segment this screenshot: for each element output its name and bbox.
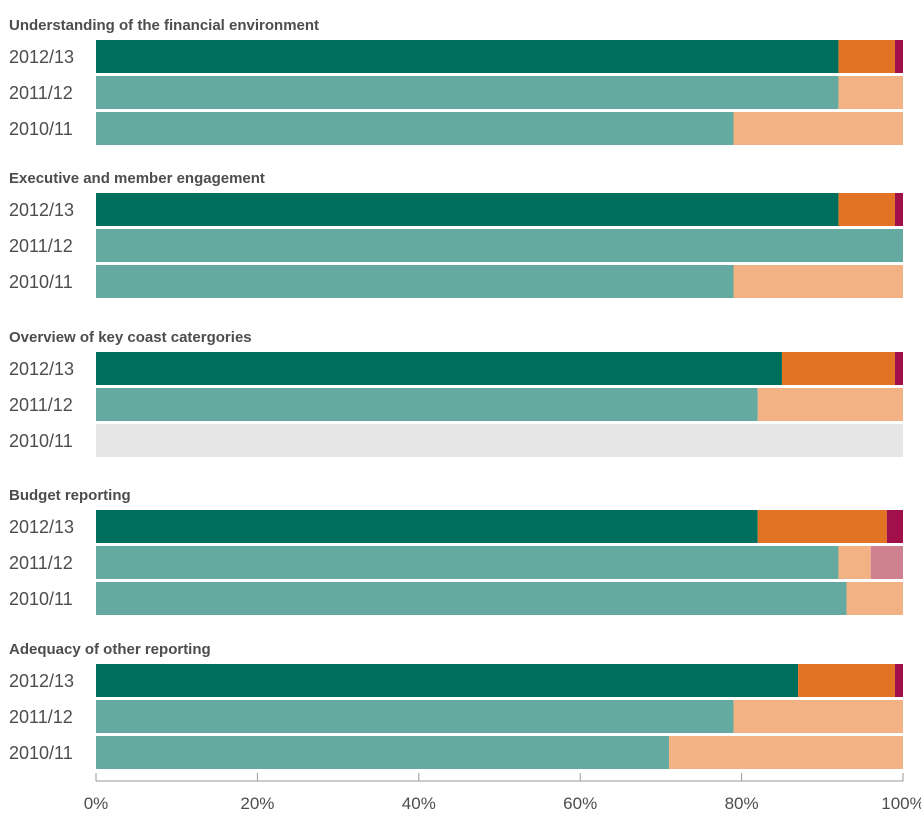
row-year-label: 2011/12 bbox=[9, 553, 73, 573]
bar-segment bbox=[733, 265, 903, 298]
group-title: Adequacy of other reporting bbox=[9, 641, 211, 658]
group-title: Executive and member engagement bbox=[9, 170, 265, 187]
bar-segment bbox=[894, 193, 903, 226]
x-tick-label: 80% bbox=[725, 794, 759, 813]
x-tick-label: 100% bbox=[881, 794, 921, 813]
bar-segment bbox=[96, 700, 734, 733]
group-title: Overview of key coast catergories bbox=[9, 329, 252, 346]
bar-segment bbox=[894, 664, 903, 697]
row-year-label: 2010/11 bbox=[9, 119, 73, 139]
row-year-label: 2012/13 bbox=[9, 671, 74, 691]
row-year-label: 2010/11 bbox=[9, 589, 73, 609]
row-year-label: 2010/11 bbox=[9, 272, 73, 292]
row-year-label: 2010/11 bbox=[9, 743, 73, 763]
bar-segment bbox=[96, 265, 734, 298]
bar-segment bbox=[870, 546, 903, 579]
bar-segment bbox=[757, 388, 903, 421]
row-year-label: 2012/13 bbox=[9, 200, 74, 220]
bar-segment bbox=[96, 424, 903, 457]
bar-segment bbox=[96, 112, 734, 145]
x-tick-label: 40% bbox=[402, 794, 436, 813]
bar-segment bbox=[886, 510, 903, 543]
row-year-label: 2010/11 bbox=[9, 431, 73, 451]
group-title: Understanding of the financial environme… bbox=[9, 17, 319, 34]
bar-segment bbox=[757, 510, 887, 543]
bar-segment bbox=[894, 40, 903, 73]
bar-segment bbox=[846, 582, 903, 615]
row-year-label: 2012/13 bbox=[9, 359, 74, 379]
bar-segment bbox=[838, 546, 871, 579]
bar-segment bbox=[96, 352, 782, 385]
bar-segment bbox=[838, 76, 903, 109]
x-tick-label: 0% bbox=[84, 794, 109, 813]
row-year-label: 2011/12 bbox=[9, 236, 73, 256]
row-year-label: 2012/13 bbox=[9, 517, 74, 537]
bar-segment bbox=[838, 40, 895, 73]
bar-segment bbox=[96, 193, 839, 226]
bar-segment bbox=[96, 546, 839, 579]
bar-segment bbox=[798, 664, 895, 697]
group-title: Budget reporting bbox=[9, 487, 131, 504]
row-year-label: 2011/12 bbox=[9, 395, 73, 415]
bar-segment bbox=[96, 510, 758, 543]
bar-segment bbox=[838, 193, 895, 226]
row-year-label: 2011/12 bbox=[9, 83, 73, 103]
bar-segment bbox=[733, 112, 903, 145]
x-tick-label: 20% bbox=[240, 794, 274, 813]
bar-segment bbox=[96, 229, 903, 262]
bar-segment bbox=[96, 40, 839, 73]
row-year-label: 2011/12 bbox=[9, 707, 73, 727]
bar-segment bbox=[96, 76, 839, 109]
bar-segment bbox=[668, 736, 903, 769]
x-tick-label: 60% bbox=[563, 794, 597, 813]
row-year-label: 2012/13 bbox=[9, 47, 74, 67]
bar-segment bbox=[733, 700, 903, 733]
bar-segment bbox=[96, 736, 669, 769]
bar-segment bbox=[96, 582, 847, 615]
bar-segment bbox=[781, 352, 895, 385]
bar-segment bbox=[96, 664, 799, 697]
bar-segment bbox=[96, 388, 758, 421]
bar-segment bbox=[894, 352, 903, 385]
